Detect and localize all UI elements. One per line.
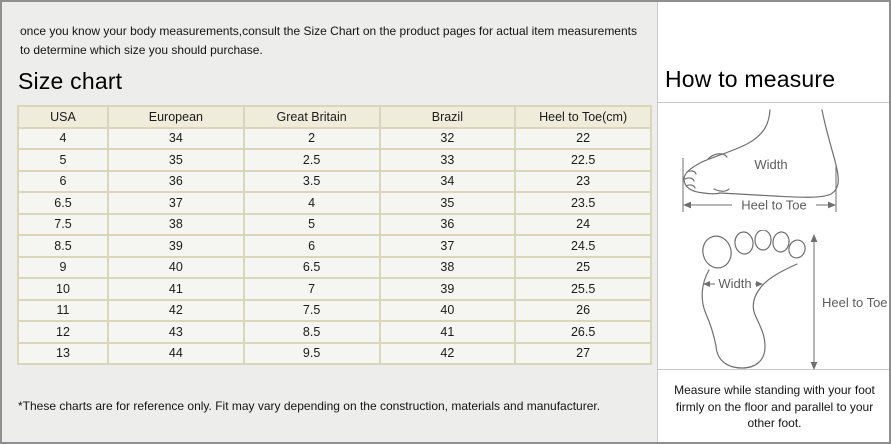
disclaimer-text: *These charts are for reference only. Fi… [18,399,601,413]
table-cell: 3.5 [244,171,379,191]
table-header-cell: USA [19,107,107,127]
table-cell: 6.5 [19,193,107,213]
table-cell: 42 [380,343,515,363]
table-cell: 39 [380,279,515,299]
table-cell: 7.5 [244,300,379,320]
table-cell: 36 [109,171,243,191]
table-header-cell: Great Britain [244,107,379,127]
how-to-measure-panel: How to measure [657,2,889,442]
table-row: 7.5 38 5 36 24 [19,214,650,234]
table-row: 12 43 8.5 41 26.5 [19,322,650,342]
table-cell: 2.5 [244,150,379,170]
table-cell: 25 [516,257,650,277]
size-table-body: 4 34 2 32 22 5 35 2.5 33 22.5 6 36 3.5 34 23 6.5 37 4 35 23… [19,128,650,363]
table-cell: 26 [516,300,650,320]
side-width-label: Width [754,157,787,172]
size-chart-title: Size chart [18,68,123,94]
table-row: 8.5 39 6 37 24.5 [19,236,650,256]
table-cell: 8.5 [19,236,107,256]
table-header-cell: Heel to Toe(cm) [516,107,650,127]
table-cell: 34 [380,171,515,191]
top-width-label: Width [718,276,751,291]
table-cell: 40 [380,300,515,320]
side-heel-to-toe-label: Heel to Toe [741,198,807,213]
table-row: 13 44 9.5 42 27 [19,343,650,363]
table-cell: 5 [244,214,379,234]
table-cell: 26.5 [516,322,650,342]
how-to-measure-title: How to measure [665,66,836,92]
table-cell: 11 [19,300,107,320]
foot-side-view-diagram: Width Heel to Toe [682,109,839,213]
intro-text: once you know your body measurements,con… [20,24,637,57]
table-row: 10 41 7 39 25.5 [19,279,650,299]
table-cell: 44 [109,343,243,363]
table-cell: 38 [380,257,515,277]
table-cell: 42 [109,300,243,320]
table-row: 4 34 2 32 22 [19,128,650,148]
top-heel-to-toe-label: Heel to Toe [822,295,888,310]
table-cell: 39 [109,236,243,256]
table-cell: 22 [516,128,650,148]
table-cell: 7 [244,279,379,299]
table-cell: 36 [380,214,515,234]
table-cell: 27 [516,343,650,363]
table-header-cell: Brazil [380,107,515,127]
table-cell: 13 [19,343,107,363]
table-cell: 24.5 [516,236,650,256]
table-cell: 6.5 [244,257,379,277]
table-cell: 25.5 [516,279,650,299]
table-cell: 4 [244,193,379,213]
table-cell: 4 [19,128,107,148]
measure-note: Measure while standing with your foot fi… [674,383,875,431]
table-row: 11 42 7.5 40 26 [19,300,650,320]
table-row: 5 35 2.5 33 22.5 [19,150,650,170]
table-cell: 40 [109,257,243,277]
table-cell: 37 [109,193,243,213]
table-cell: 5 [19,150,107,170]
table-cell: 35 [109,150,243,170]
table-cell: 32 [380,128,515,148]
foot-top-view-diagram: Width Heel to Toe [701,230,888,370]
table-cell: 33 [380,150,515,170]
table-cell: 24 [516,214,650,234]
table-header-cell: European [109,107,243,127]
table-cell: 6 [244,236,379,256]
measure-diagram-box: Width Heel to Toe [658,102,889,370]
table-cell: 23.5 [516,193,650,213]
table-cell: 43 [109,322,243,342]
table-cell: 2 [244,128,379,148]
table-cell: 41 [109,279,243,299]
table-cell: 41 [380,322,515,342]
size-table-header-row: USA European Great Britain Brazil Heel to To… [19,107,650,127]
table-cell: 37 [380,236,515,256]
table-cell: 6 [19,171,107,191]
table-row: 6.5 37 4 35 23.5 [19,193,650,213]
table-cell: 12 [19,322,107,342]
table-cell: 34 [109,128,243,148]
table-cell: 8.5 [244,322,379,342]
table-row: 6 36 3.5 34 23 [19,171,650,191]
size-conversion-table: USA European Great Britain Brazil Heel to To… [17,105,652,365]
size-chart-panel: once you know your body measurements,con… [2,2,657,442]
table-cell: 9 [19,257,107,277]
table-cell: 7.5 [19,214,107,234]
table-row: 9 40 6.5 38 25 [19,257,650,277]
table-cell: 35 [380,193,515,213]
table-cell: 9.5 [244,343,379,363]
table-cell: 23 [516,171,650,191]
table-cell: 38 [109,214,243,234]
table-cell: 22.5 [516,150,650,170]
table-cell: 10 [19,279,107,299]
